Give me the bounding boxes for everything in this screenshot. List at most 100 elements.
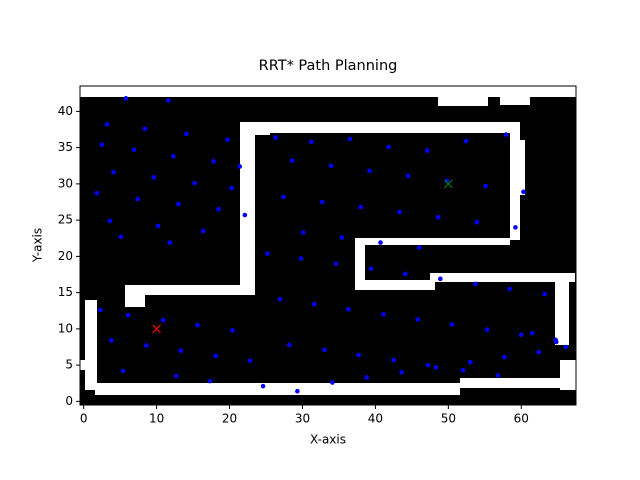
node-point [518,332,524,337]
node-point [381,312,386,317]
node-point [131,147,137,153]
node-point [424,148,430,153]
y-tick-label: 0 [65,394,73,408]
node-point [281,194,286,200]
node-point [330,380,335,385]
node-point [247,358,253,364]
x-marker [443,179,453,189]
node-point [104,122,110,127]
node-point [368,266,374,272]
node-point [142,126,148,132]
node-point [319,199,325,205]
node-point [207,378,213,384]
occupancy-map [80,86,576,405]
y-axis-label: Y-axis [31,228,45,263]
node-point [405,173,411,179]
node-point [99,142,105,148]
node-point [495,372,501,378]
node-point [308,139,314,145]
node-point [513,225,518,230]
node-point [542,291,547,297]
node-point [473,281,478,287]
node-point [94,191,100,196]
node-point [211,159,216,164]
node-point [216,206,221,212]
y-tick-label: 5 [65,358,73,372]
node-point [118,234,124,240]
y-tick-label: 40 [58,104,73,118]
node-point [160,317,166,323]
x-marker-stroke [152,324,162,334]
node-point [123,96,129,101]
y-tick-label: 30 [58,176,73,190]
node-point [507,286,512,292]
node-point [484,327,490,332]
node-point [474,220,480,225]
node-point [173,373,179,379]
node-point [295,388,300,394]
node-point [397,209,402,215]
node-point [438,276,443,282]
node-point [346,307,351,312]
node-point [237,164,243,169]
node-point [503,132,509,137]
x-tick-label: 20 [222,412,237,426]
node-point [536,349,542,355]
x-marker [152,324,162,334]
node-point [230,328,235,333]
x-tick-label: 0 [80,412,88,426]
node-point [260,383,266,389]
node-point [300,230,306,235]
node-point [273,135,278,140]
node-point [449,322,455,327]
node-point [125,312,131,318]
node-point [467,359,473,365]
node-point [120,368,126,374]
node-point [176,201,181,207]
node-point [529,330,535,336]
y-tick-label: 20 [58,249,73,263]
node-point [311,301,317,307]
node-point [347,136,353,142]
node-point [364,375,369,380]
node-point [444,178,450,184]
node-point [200,228,206,234]
node-point [521,189,526,195]
node-point [167,240,173,245]
x-tick-label: 30 [295,412,310,426]
x-tick-label: 50 [441,412,456,426]
node-point [107,218,113,224]
node-point [399,370,404,375]
node-point [391,357,396,363]
y-tick-label: 15 [58,285,73,299]
node-point [195,322,200,328]
node-point [563,344,569,350]
y-tick-label: 10 [58,321,73,335]
x-tick-label: 10 [149,412,164,426]
node-point [165,98,171,103]
node-point [554,339,559,345]
node-point [378,240,383,245]
node-point [367,168,372,174]
node-point [109,338,114,343]
node-point [333,261,339,266]
node-point [144,343,149,348]
node-point [135,196,140,202]
node-point [298,256,304,261]
x-marker-stroke [443,179,453,189]
node-point [403,271,408,277]
node-point [178,348,183,353]
node-point [229,185,235,191]
x-tick-label: 60 [514,412,529,426]
node-point [225,137,230,142]
node-point [287,342,292,348]
y-tick-label: 25 [58,213,73,227]
chart-title: RRT* Path Planning [259,58,398,74]
node-point [386,144,391,150]
node-point [502,354,507,360]
node-point [328,163,334,169]
node-point [242,212,248,218]
x-axis-label: X-axis [310,433,346,447]
node-point [356,352,361,358]
node-point [265,251,270,256]
